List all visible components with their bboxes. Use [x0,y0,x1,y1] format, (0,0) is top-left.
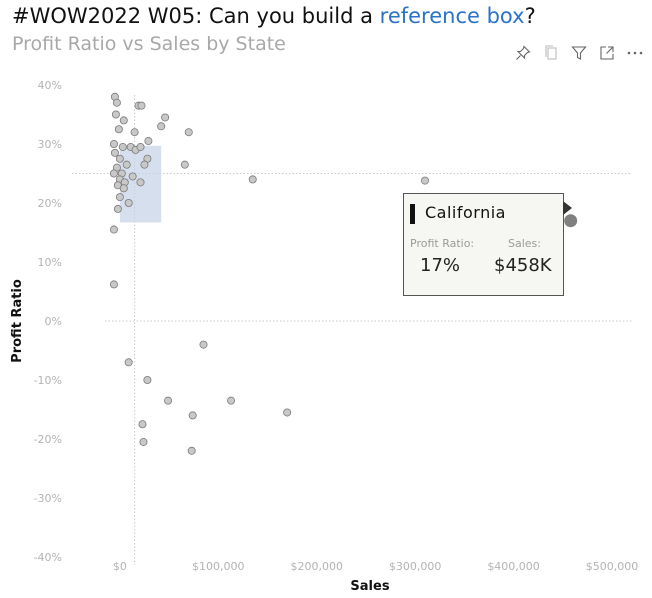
data-point[interactable] [109,169,118,178]
y-axis-title: Profit Ratio [10,279,25,363]
more-options-icon[interactable] [624,42,646,64]
data-point[interactable] [124,358,133,367]
data-point[interactable] [109,280,118,289]
data-point[interactable] [122,160,131,169]
data-point[interactable] [139,437,148,446]
data-point[interactable] [143,375,152,384]
data-point[interactable] [118,142,127,151]
tooltip-sales-label: Sales: [508,237,541,250]
data-point[interactable] [187,446,196,455]
data-point[interactable] [180,160,189,169]
data-point[interactable] [161,113,170,122]
y-axis-ticks: 40% 30% 20% 10% 0% -10% -20% -30% -40% [34,79,62,564]
highlighted-point-california[interactable] [564,214,578,228]
x-tick-label: $100,000 [192,560,245,573]
data-point[interactable] [128,172,137,181]
x-axis-ticks: $0 $100,000 $200,000 $300,000 $400,000 $500,0… [113,560,638,573]
pin-icon[interactable] [512,42,534,64]
data-point[interactable] [109,139,118,148]
data-point[interactable] [110,148,119,157]
data-point[interactable] [130,128,139,137]
data-point[interactable] [136,142,145,151]
data-point[interactable] [184,128,193,137]
data-point[interactable] [119,116,128,125]
y-tick-label: 0% [45,315,62,328]
tooltip-pointer [563,201,572,215]
data-point[interactable] [112,98,121,107]
y-tick-label: 40% [38,79,62,92]
x-tick-label: $500,000 [586,560,639,573]
tooltip-color-bar [410,204,415,224]
tooltip-state-name: California [425,203,506,222]
page-title: #WOW2022 W05: Can you build a reference … [12,4,536,28]
title-prefix: #WOW2022 W05: Can you build a [12,4,380,28]
data-point[interactable] [144,137,153,146]
data-point[interactable] [199,340,208,349]
data-point[interactable] [136,178,145,187]
data-points-layer [109,92,578,455]
tooltip-sales-value: $458K [494,255,552,276]
focus-mode-icon[interactable] [596,42,618,64]
reference-box-link[interactable]: reference box [379,4,525,28]
tooltip: California Profit Ratio: Sales: 17% $458… [403,193,564,296]
data-point[interactable] [164,396,173,405]
y-tick-label: 10% [38,256,62,269]
tooltip-ratio-value: 17% [420,255,461,276]
data-point[interactable] [113,204,122,213]
data-point[interactable] [227,396,236,405]
y-tick-label: -10% [34,374,62,387]
data-point[interactable] [111,110,120,119]
data-point[interactable] [109,225,118,234]
data-point[interactable] [115,193,124,202]
y-tick-label: -40% [34,551,62,564]
x-tick-label: $400,000 [487,560,540,573]
data-point[interactable] [115,154,124,163]
data-point[interactable] [188,411,197,420]
y-tick-label: -30% [34,492,62,505]
data-point[interactable] [119,184,128,193]
copy-icon[interactable] [540,42,562,64]
x-tick-label: $0 [113,560,127,573]
chart-subtitle: Profit Ratio vs Sales by State [12,33,286,55]
data-point[interactable] [157,122,166,131]
x-tick-label: $200,000 [290,560,343,573]
y-tick-label: -20% [34,433,62,446]
y-tick-label: 30% [38,138,62,151]
x-axis-title: Sales [350,579,389,594]
data-point[interactable] [137,101,146,110]
title-suffix: ? [524,4,536,28]
visual-toolbar [512,42,647,66]
data-point[interactable] [248,175,257,184]
tooltip-ratio-label: Profit Ratio: [410,237,475,250]
data-point[interactable] [140,160,149,169]
data-point[interactable] [283,408,292,417]
data-point[interactable] [138,420,147,429]
data-point[interactable] [124,198,133,207]
data-point[interactable] [114,125,123,134]
filter-icon[interactable] [568,42,590,64]
y-tick-label: 20% [38,197,62,210]
x-tick-label: $300,000 [389,560,442,573]
data-point[interactable] [420,176,429,185]
